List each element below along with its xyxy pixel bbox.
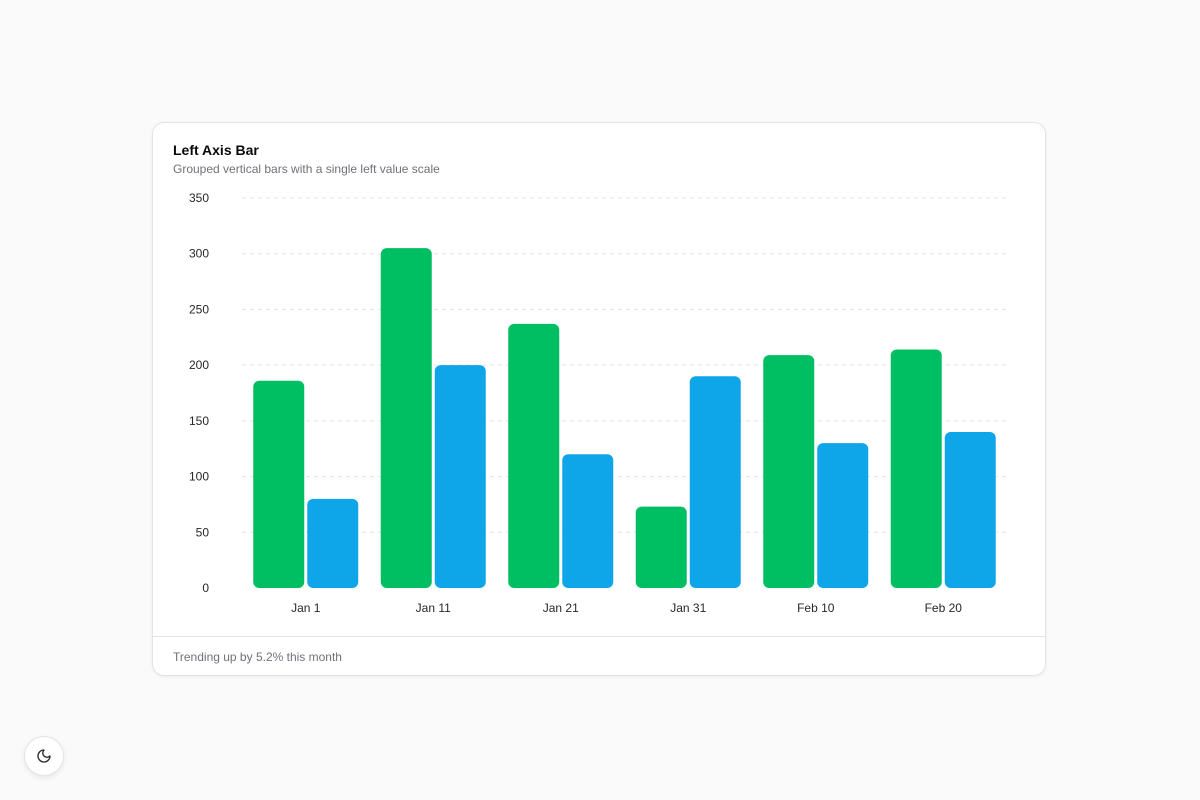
chart-subtitle: Grouped vertical bars with a single left… [173, 162, 440, 176]
x-tick-label: Jan 31 [670, 601, 706, 615]
bar-series-2 [689, 376, 741, 588]
bar-series-1 [890, 349, 942, 588]
bar-chart: 0 50 100 150 200 250 300 350 Jan 1 Jan 11 Jan 21 Ja… [189, 191, 1007, 615]
y-tick-label: 50 [196, 525, 210, 539]
y-tick-label: 200 [189, 358, 209, 372]
chart-card: Left Axis Bar Grouped vertical bars with… [152, 122, 1046, 676]
bar-series-1 [763, 355, 815, 588]
x-tick-label: Feb 20 [925, 601, 963, 615]
y-tick-label: 350 [189, 191, 209, 205]
footer-divider [153, 636, 1045, 637]
bar-series-1 [253, 380, 305, 588]
bar-series-2 [434, 365, 486, 588]
bar-series-1 [508, 323, 560, 588]
x-tick-label: Jan 11 [416, 601, 451, 615]
bar-series-2 [562, 454, 614, 588]
y-tick-label: 300 [189, 247, 209, 261]
bar-series-2 [944, 432, 996, 588]
y-tick-label: 250 [189, 302, 209, 316]
y-tick-label: 0 [202, 581, 209, 595]
bar-series-2 [307, 498, 359, 588]
x-tick-label: Feb 10 [797, 601, 835, 615]
chart-title: Left Axis Bar [173, 142, 259, 158]
bar-series-2 [817, 443, 869, 588]
x-tick-label: Jan 1 [291, 601, 321, 615]
bar-series-1 [380, 248, 432, 588]
x-tick-label: Jan 21 [543, 601, 579, 615]
moon-icon [37, 749, 51, 763]
y-tick-label: 100 [189, 470, 209, 484]
bar-series-1 [635, 506, 687, 588]
theme-toggle-button[interactable] [24, 736, 64, 776]
footer-trend-text: Trending up by 5.2% this month [173, 650, 342, 664]
y-tick-label: 150 [189, 414, 209, 428]
